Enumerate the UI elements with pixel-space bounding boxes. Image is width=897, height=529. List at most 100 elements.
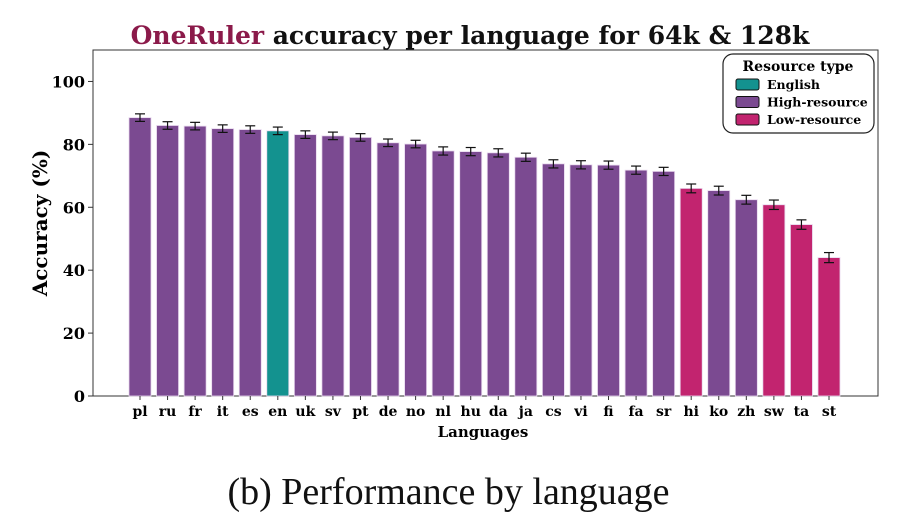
y-tick-label: 0	[74, 387, 85, 406]
error-bar-pl	[135, 113, 145, 123]
error-bar-de	[383, 138, 394, 148]
bar-es	[238, 129, 262, 397]
error-bar-zh	[741, 194, 752, 205]
x-tick-label: fa	[629, 404, 644, 420]
bar-pt	[349, 137, 372, 397]
x-tick-label: de	[379, 404, 398, 420]
legend-box	[722, 53, 875, 134]
title-rest: accuracy per language for 64k & 128k	[264, 21, 810, 50]
x-tick-label: sv	[325, 404, 342, 420]
legend-label: High-resource	[767, 95, 868, 110]
figure-caption: (b) Performance by language	[227, 471, 670, 513]
bar-ja	[514, 156, 538, 397]
x-tick-label: uk	[295, 404, 315, 420]
x-tick-label: hu	[461, 404, 481, 420]
bar-fa	[624, 169, 648, 397]
x-tick-label: pl	[132, 404, 147, 420]
error-bar-sv	[327, 131, 338, 141]
bar-pl	[128, 117, 152, 397]
error-bar-it	[217, 124, 228, 134]
bar-fi	[597, 164, 620, 397]
x-tick-label: it	[217, 404, 229, 420]
x-tick-label: sr	[656, 404, 672, 420]
x-tick-label: ta	[794, 404, 810, 420]
legend-label: English	[767, 77, 820, 92]
bar-da	[486, 152, 510, 397]
x-tick-label: ko	[709, 404, 728, 420]
legend-label: Low-resource	[767, 112, 861, 127]
y-axis-label: Accuracy (%)	[28, 150, 52, 298]
bar-de	[376, 142, 400, 397]
bar-hu	[459, 151, 483, 397]
bar-chart: OneRuler accuracy per language for 64k &…	[28, 21, 879, 441]
x-tick-label: zh	[737, 404, 755, 420]
error-bar-uk	[300, 130, 311, 139]
y-tick-label: 60	[63, 198, 85, 217]
error-bar-sw	[768, 199, 779, 211]
bar-ta	[790, 224, 813, 397]
error-bar-cs	[548, 159, 559, 169]
bar-st	[817, 257, 841, 397]
error-bar-ja	[520, 152, 531, 162]
x-tick-label: sw	[764, 404, 785, 420]
bar-zh	[734, 199, 758, 397]
error-bar-no	[410, 139, 421, 149]
bar-nl	[431, 150, 455, 397]
bar-ko	[707, 190, 731, 397]
y-tick-label: 20	[63, 324, 85, 343]
y-tick-label: 100	[52, 72, 85, 91]
error-bar-vi	[575, 160, 586, 170]
bar-uk	[293, 134, 317, 397]
error-bar-es	[245, 125, 256, 134]
x-tick-label: fr	[188, 404, 202, 420]
chart-title: OneRuler accuracy per language for 64k &…	[131, 21, 810, 50]
x-tick-label: ru	[159, 404, 177, 420]
legend-title: Resource type	[743, 59, 854, 75]
error-bar-fa	[631, 165, 642, 175]
error-bar-en	[272, 126, 283, 136]
error-bar-sr	[658, 166, 669, 177]
error-bar-pt	[355, 133, 366, 142]
x-tick-label: en	[268, 404, 287, 420]
x-tick-label: nl	[435, 404, 451, 420]
bar-vi	[569, 164, 593, 397]
bar-ru	[156, 125, 179, 397]
title-highlight: OneRuler	[131, 21, 265, 50]
x-tick-label: da	[489, 404, 508, 420]
bar-sw	[762, 204, 786, 397]
bar-no	[404, 143, 428, 397]
error-bar-nl	[438, 146, 449, 156]
error-bar-fr	[190, 121, 201, 131]
bar-sr	[652, 171, 676, 397]
error-bar-ru	[162, 121, 173, 130]
bar-fr	[183, 125, 207, 397]
bar-en	[266, 130, 290, 397]
plot-frame	[92, 49, 879, 397]
x-tick-label: ja	[517, 404, 533, 420]
x-tick-label: fi	[603, 404, 613, 420]
x-tick-label: pt	[352, 404, 369, 420]
x-tick-label: cs	[545, 404, 562, 420]
legend-swatch	[735, 113, 760, 126]
bar-cs	[542, 163, 565, 397]
x-tick-label: st	[822, 404, 837, 420]
error-bar-da	[493, 148, 504, 158]
x-tick-label: es	[242, 404, 259, 420]
error-bar-ta	[796, 219, 807, 230]
y-tick-label: 80	[63, 135, 85, 154]
x-tick-label: hi	[683, 404, 699, 420]
legend: Resource type English High-resource Low-re…	[722, 53, 875, 134]
x-tick-label: vi	[573, 404, 587, 420]
y-tick-label: 40	[63, 261, 85, 280]
error-bar-hu	[465, 146, 476, 157]
bar-sv	[321, 135, 345, 397]
bar-it	[211, 128, 235, 397]
error-bar-fi	[603, 160, 614, 170]
error-bar-hi	[686, 183, 697, 194]
bar-hi	[679, 187, 703, 397]
error-bar-ko	[713, 185, 724, 196]
legend-swatch	[735, 78, 760, 91]
legend-swatch	[735, 96, 760, 108]
x-tick-label: no	[406, 404, 426, 420]
